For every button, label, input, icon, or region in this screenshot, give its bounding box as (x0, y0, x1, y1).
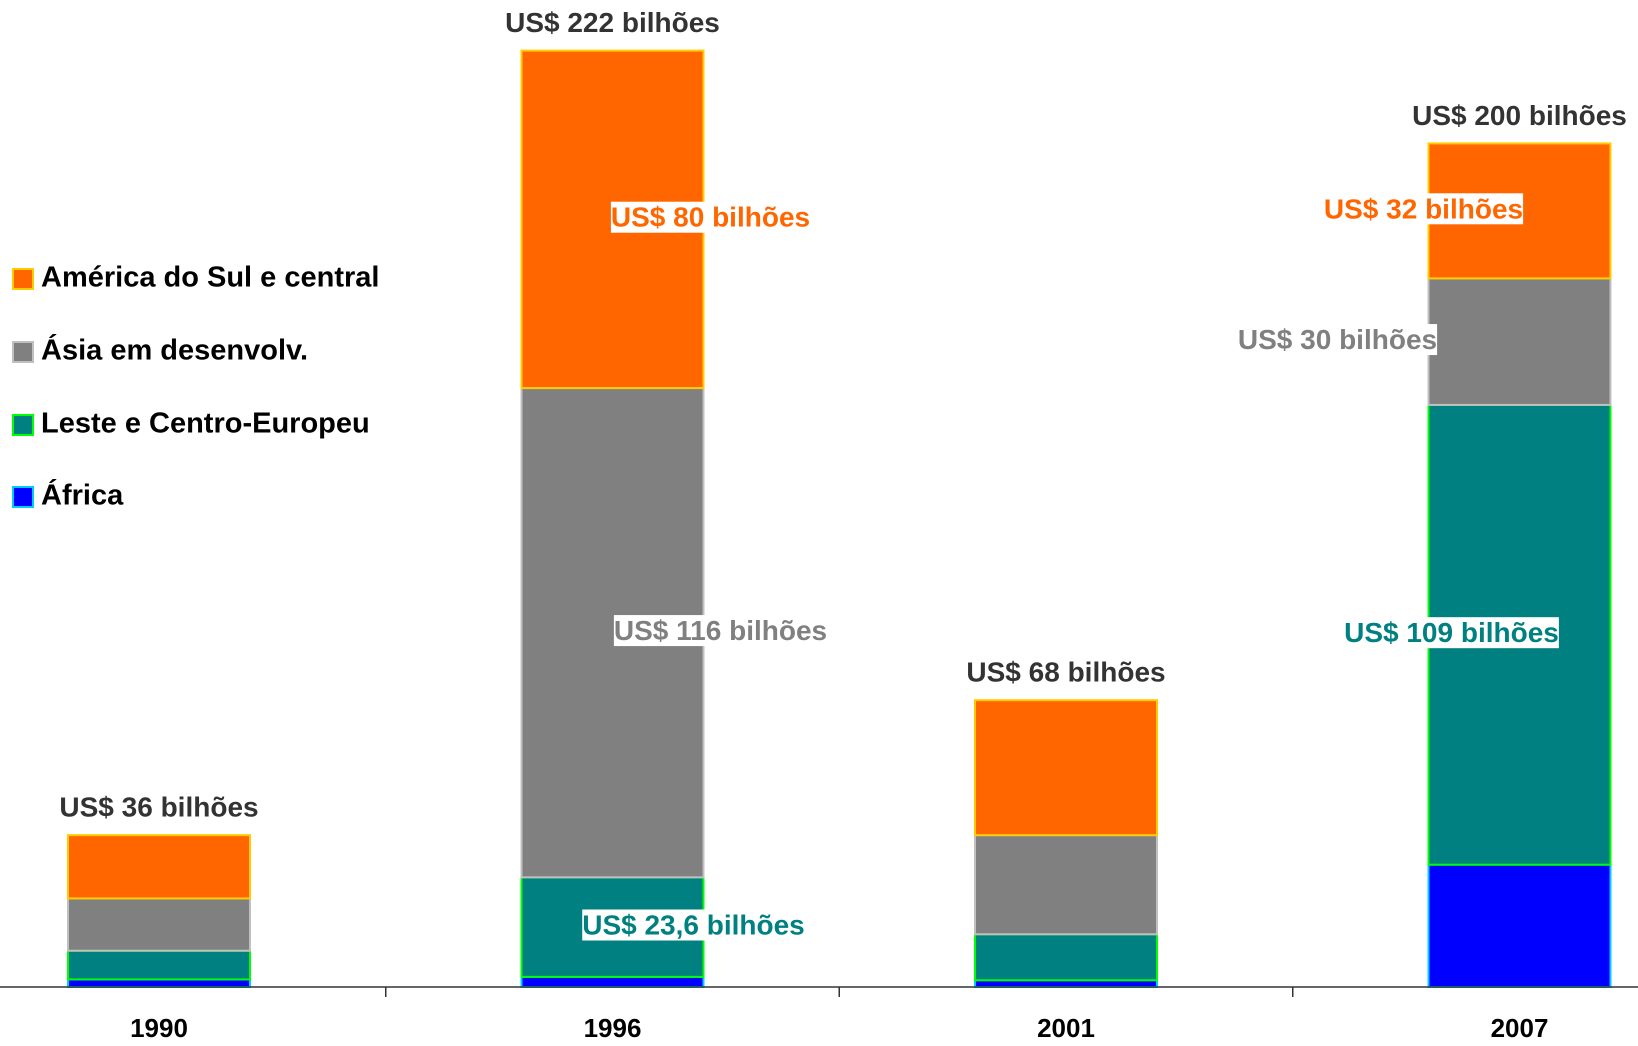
value-label-group: US$ 30 bilhões (1237, 324, 1438, 356)
legend-swatch (12, 414, 34, 436)
value-label-group: US$ 80 bilhões (610, 201, 811, 233)
value-label: US$ 23,6 bilhões (582, 909, 805, 940)
legend-swatch (12, 341, 34, 363)
bar-segment (1427, 277, 1612, 406)
value-label: US$ 32 bilhões (1324, 193, 1523, 224)
total-label: US$ 36 bilhões (59, 792, 258, 823)
bar-segment (67, 978, 251, 989)
value-label-bg (1237, 324, 1438, 356)
value-label-group: US$ 116 bilhões (613, 615, 828, 647)
bar-segment (974, 834, 1158, 936)
value-label-group: US$ 32 bilhões (1323, 193, 1524, 225)
bar-segment (67, 949, 251, 981)
legend-label: África (41, 478, 124, 512)
bar-segment (67, 897, 251, 952)
value-label-bg (1323, 193, 1524, 225)
value-label-bg (613, 615, 828, 647)
legend-swatch (12, 486, 34, 508)
value-label: US$ 80 bilhões (611, 202, 810, 233)
value-label-bg (582, 909, 805, 941)
bar-segment (974, 699, 1158, 837)
legend-label: América do Sul e central (41, 262, 379, 294)
value-label-group: US$ 23,6 bilhões (582, 909, 805, 941)
value-label-group: US$ 109 bilhões (1344, 617, 1559, 649)
legend-label: Ásia em desenvolv. (41, 333, 308, 367)
category-label: 1996 (584, 1013, 642, 1043)
value-label: US$ 109 bilhões (1344, 617, 1559, 648)
category-label: 2007 (1491, 1013, 1549, 1043)
value-label: US$ 30 bilhões (1238, 324, 1437, 355)
bar-segment (974, 979, 1158, 988)
total-label: US$ 200 bilhões (1412, 100, 1627, 131)
value-label-bg (1344, 617, 1559, 649)
value-label: US$ 116 bilhões (614, 615, 827, 646)
bar-segment (1427, 863, 1612, 989)
bar-segment (520, 975, 705, 989)
legend-swatch (12, 268, 34, 290)
bar-segment (67, 834, 251, 900)
total-label: US$ 68 bilhões (966, 657, 1165, 688)
legend-label: Leste e Centro-Europeu (41, 408, 370, 440)
bar-segment (974, 933, 1158, 982)
total-label: US$ 222 bilhões (505, 7, 720, 38)
category-label: 1990 (130, 1013, 188, 1043)
category-label: 2001 (1037, 1013, 1095, 1043)
value-label-bg (610, 201, 811, 233)
